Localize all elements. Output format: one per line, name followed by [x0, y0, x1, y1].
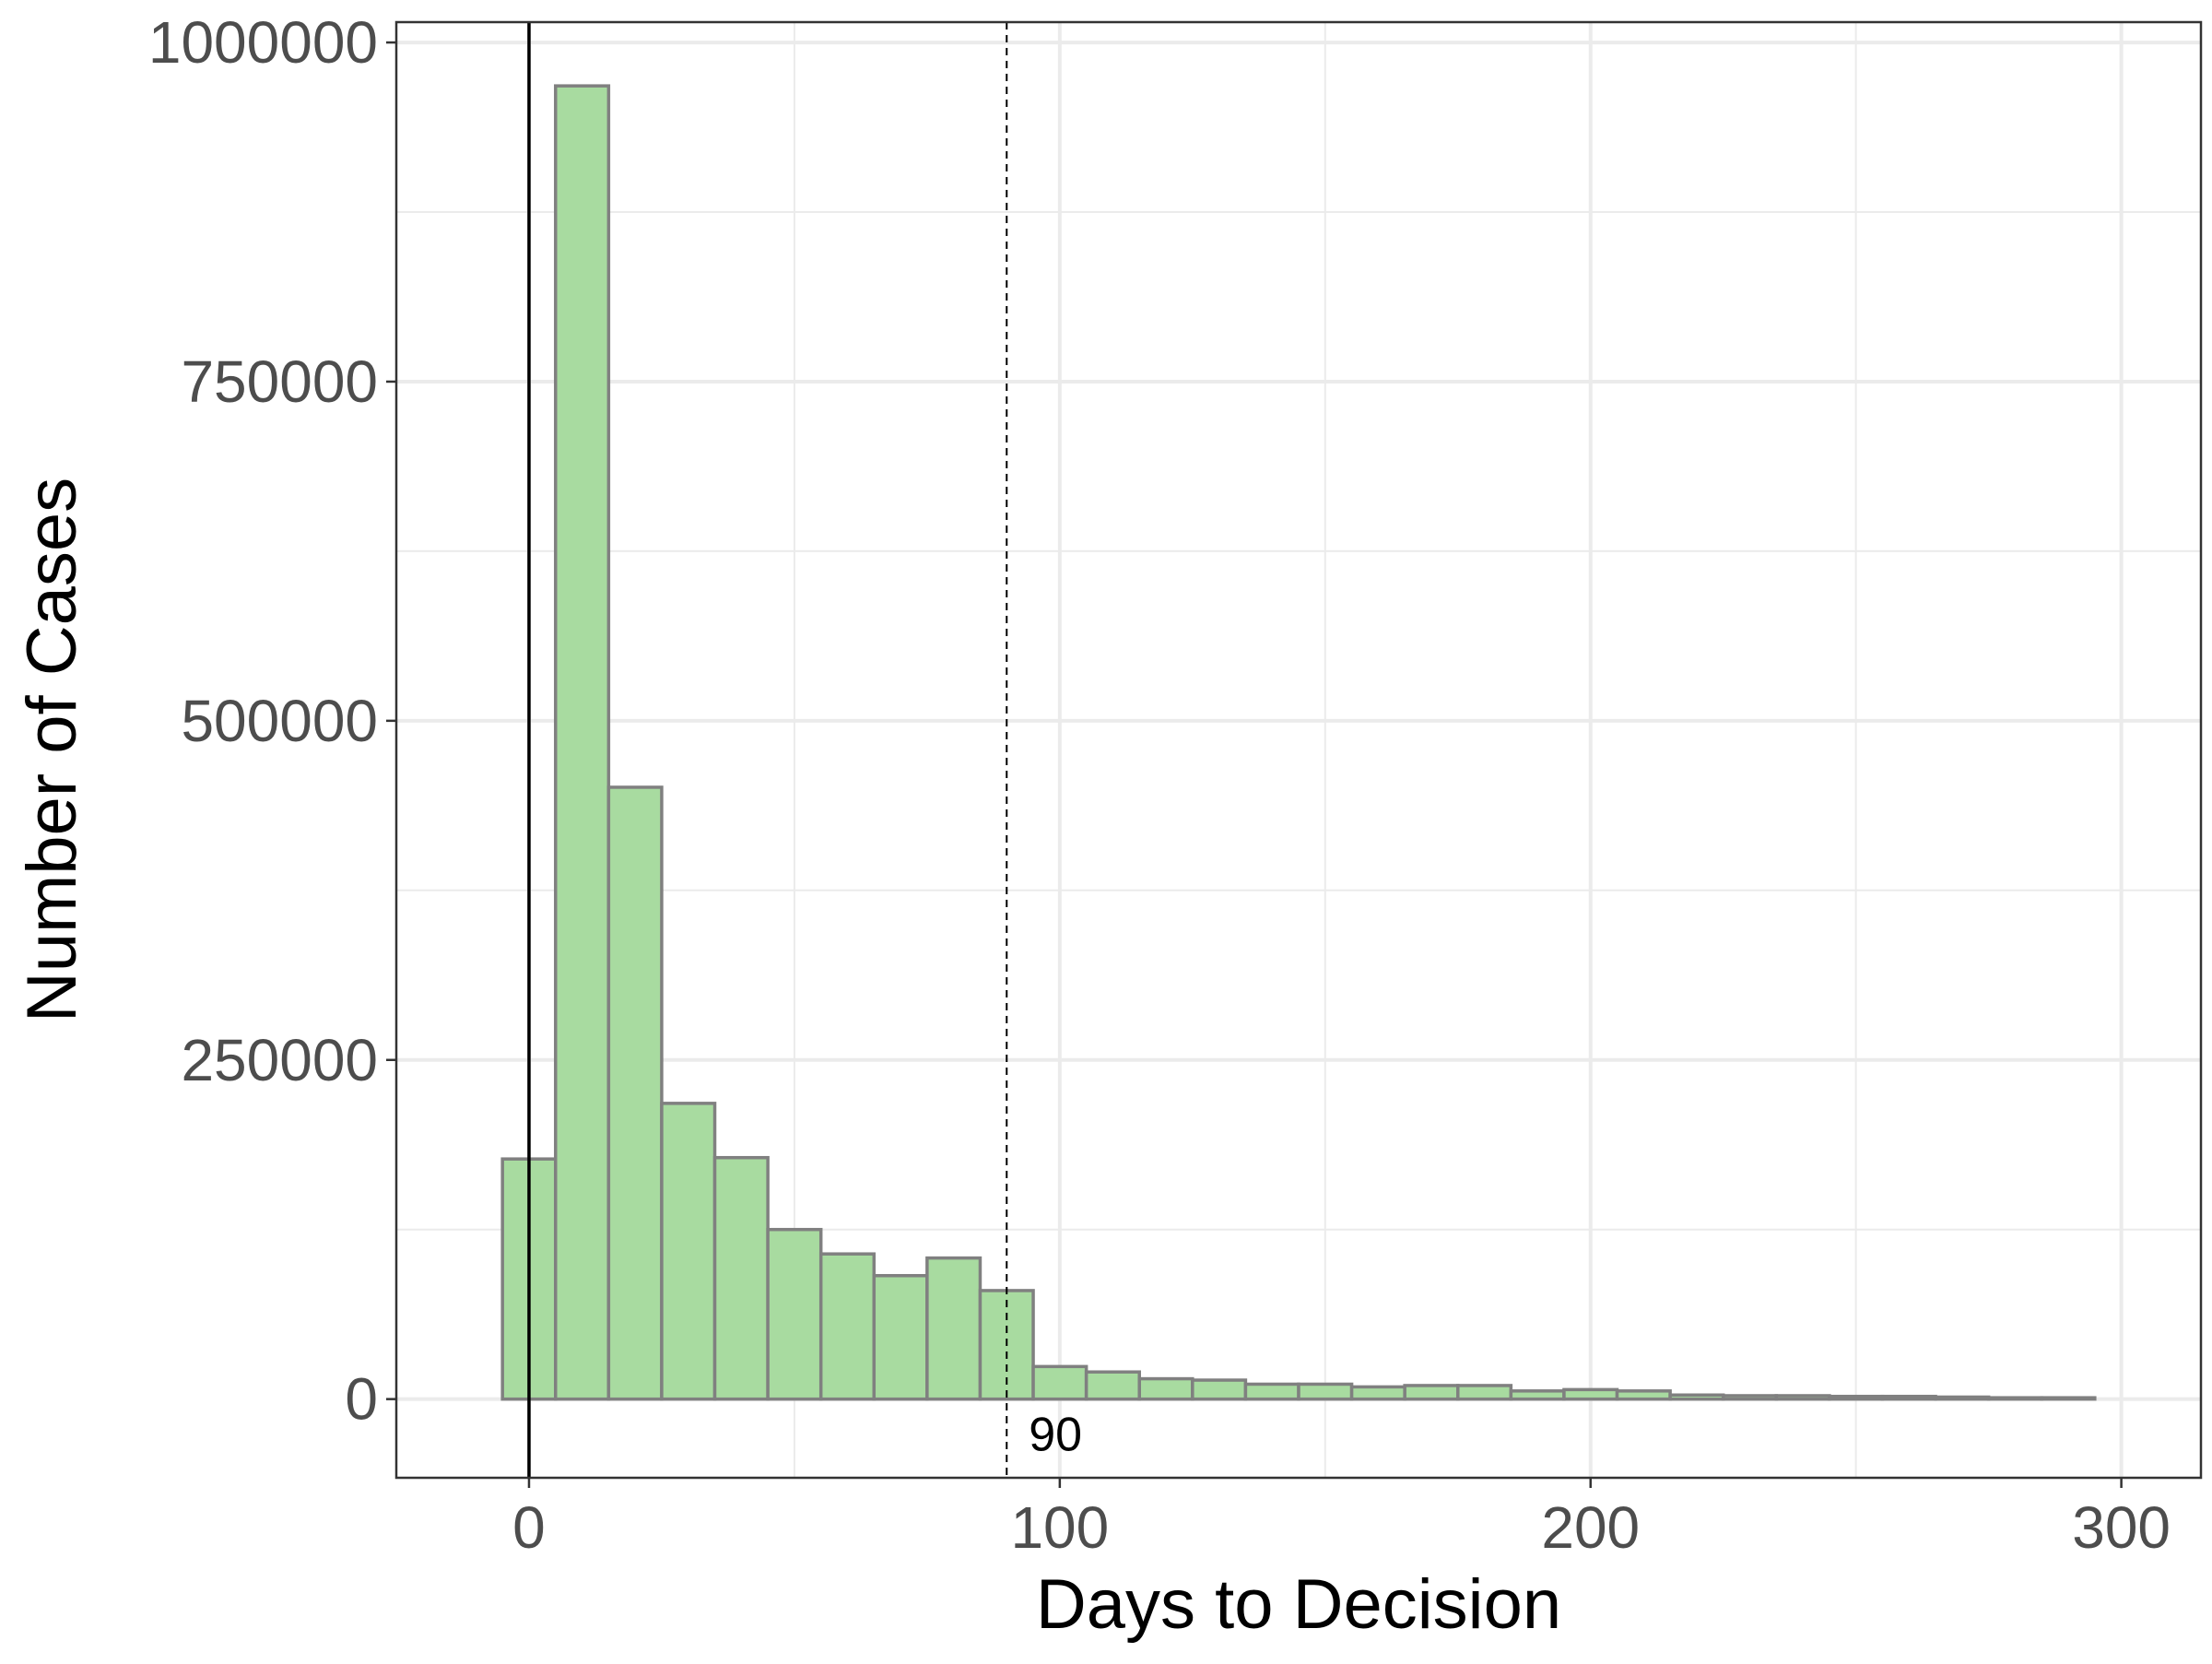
x-tick-label: 100 [1010, 1494, 1109, 1561]
histogram-bar-6 [818, 1252, 877, 1401]
histogram-bar-4 [712, 1155, 770, 1401]
axis-layer: 0 100 200 300 0 250000 500000 750000 1000000 [148, 9, 2171, 1561]
histogram-bar-23 [1721, 1394, 1779, 1401]
histogram-bar-26 [1880, 1394, 1937, 1401]
histogram-bar-1 [554, 84, 611, 1401]
bars-layer [500, 84, 2097, 1401]
y-tick-label: 250000 [181, 1027, 378, 1093]
histogram-bar-10 [1031, 1364, 1088, 1401]
histogram-bar-21 [1615, 1389, 1672, 1401]
histogram-bar-3 [660, 1102, 717, 1401]
x-tick-label: 200 [1541, 1494, 1640, 1561]
histogram-bar-11 [1084, 1370, 1141, 1401]
histogram-bar-14 [1243, 1382, 1300, 1401]
x-tick-label: 0 [512, 1494, 546, 1561]
reference-line-label: 90 [1029, 1409, 1082, 1462]
histogram-bar-2 [606, 785, 664, 1401]
histogram-bar-25 [1828, 1394, 1885, 1401]
histogram-bar-19 [1509, 1389, 1566, 1401]
y-axis-title: Number of Cases [13, 478, 91, 1022]
y-tick-label: 0 [345, 1366, 378, 1433]
histogram-bar-8 [925, 1256, 982, 1401]
histogram-bar-18 [1456, 1384, 1513, 1401]
y-tick-label: 500000 [181, 688, 378, 754]
histogram-bar-22 [1668, 1393, 1725, 1401]
histogram-bar-5 [766, 1227, 823, 1401]
histogram-bar-24 [1774, 1394, 1831, 1401]
histogram-bar-15 [1297, 1382, 1354, 1401]
x-tick-label: 300 [2072, 1494, 2171, 1561]
y-tick-label: 1000000 [148, 9, 378, 76]
histogram-bar-17 [1403, 1384, 1460, 1401]
reference-lines-layer: 90 [527, 22, 1082, 1478]
histogram-bar-27 [1934, 1395, 1991, 1401]
y-tick-label: 750000 [181, 348, 378, 415]
panel-border [394, 20, 2203, 1480]
histogram-bar-16 [1349, 1385, 1406, 1401]
x-axis-title: Days to Decision [1036, 1565, 1561, 1644]
histogram-bar-7 [872, 1273, 929, 1401]
histogram-bar-12 [1137, 1376, 1194, 1401]
histogram-bar-20 [1562, 1387, 1619, 1401]
histogram-bar-13 [1191, 1378, 1248, 1401]
